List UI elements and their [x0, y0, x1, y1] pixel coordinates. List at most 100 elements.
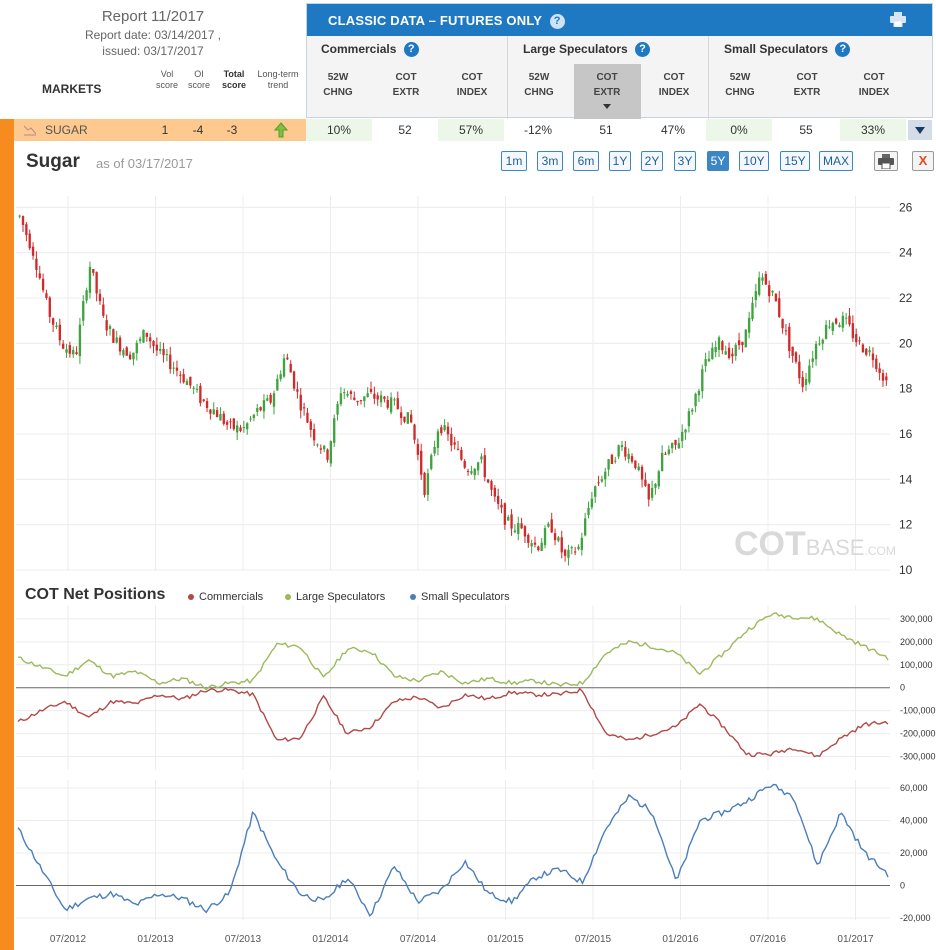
candle-body — [493, 487, 496, 497]
expand-row-button[interactable] — [908, 120, 932, 140]
help-icon[interactable]: ? — [549, 14, 565, 30]
vol-score-header-line1: Vol — [160, 69, 174, 79]
candle-body — [828, 326, 831, 328]
print-chart-button[interactable] — [874, 151, 898, 171]
candle-body — [399, 412, 403, 419]
col-head-line2: INDEX — [658, 87, 690, 98]
candle-body — [155, 344, 159, 351]
candle-body — [262, 400, 266, 412]
candle-body — [165, 354, 169, 356]
candle-body — [456, 448, 460, 450]
y-tick-label: 12 — [899, 518, 913, 532]
candle-body — [878, 368, 881, 374]
candle-body — [466, 470, 470, 472]
help-icon[interactable]: ? — [835, 42, 851, 58]
candle-body — [771, 290, 774, 293]
legend-large-speculators[interactable]: Large Speculators — [285, 591, 385, 603]
y-tick-label: 24 — [899, 246, 913, 260]
oi-score-header-line2: score — [187, 80, 210, 90]
candle-body — [416, 444, 420, 455]
comm-52w-chng-header[interactable]: 52W CHNG — [305, 70, 371, 100]
classic-data-title: CLASSIC DATA – FUTURES ONLY ? — [328, 13, 565, 30]
commercials-group-label: Commercials — [321, 42, 397, 56]
watermark: COTBASE.COM — [734, 525, 896, 563]
range-10y-button[interactable]: 10Y — [739, 151, 769, 171]
print-icon[interactable] — [890, 12, 906, 27]
candle-body — [316, 444, 319, 446]
legend-large-speculators-marker — [285, 594, 291, 601]
large-cot-index-cell: 47% — [660, 123, 686, 137]
trend-header[interactable]: Long-term trend — [252, 69, 304, 91]
help-icon[interactable]: ? — [635, 42, 651, 58]
candle-body — [45, 293, 48, 298]
candle-body — [88, 266, 92, 293]
large-52w-chng-header[interactable]: 52W CHNG — [506, 70, 572, 100]
y-tick-label: 0 — [900, 881, 905, 891]
candle-body — [18, 215, 21, 217]
candle-body — [731, 353, 734, 357]
candle-body — [62, 343, 65, 349]
candle-body — [537, 546, 540, 551]
range-1m-button[interactable]: 1m — [501, 151, 527, 171]
candle-body — [711, 347, 714, 360]
legend-small-speculators[interactable]: Small Speculators — [410, 591, 510, 603]
legend-commercials[interactable]: Commercials — [188, 591, 263, 603]
candle-body — [312, 428, 316, 441]
candle-body — [219, 413, 222, 421]
small-lines — [17, 783, 889, 918]
range-2y-button[interactable]: 2Y — [641, 151, 663, 171]
close-chart-button[interactable]: X — [912, 151, 934, 171]
candle-body — [580, 537, 583, 550]
watermark-main: COT — [734, 525, 806, 563]
small-cot-index-header[interactable]: COT INDEX — [841, 70, 907, 100]
candle-body — [497, 495, 500, 504]
candle-body — [236, 425, 239, 433]
comm-52w-chng-cell: 10% — [306, 119, 372, 141]
small-cot-extr-header[interactable]: COT EXTR — [774, 70, 840, 100]
range-5y-button[interactable]: 5Y — [707, 151, 729, 171]
range-max-button[interactable]: MAX — [819, 151, 853, 171]
market-name[interactable]: SUGAR — [45, 123, 88, 137]
candle-body — [239, 427, 242, 432]
table-row[interactable]: SUGAR 1 -4 -3 10% 52 57% -12% 51 47% 0% … — [14, 119, 933, 141]
candle-body — [587, 507, 590, 516]
comm-cot-index-header[interactable]: COT INDEX — [439, 70, 505, 100]
y-tick-label: 10 — [899, 563, 913, 577]
small-52w-chng-header[interactable]: 52W CHNG — [707, 70, 773, 100]
comm-cot-extr-header[interactable]: COT EXTR — [373, 70, 439, 100]
candle-body — [225, 421, 229, 425]
candle-body — [503, 503, 507, 525]
range-1y-button[interactable]: 1Y — [609, 151, 631, 171]
vol-score-header[interactable]: Vol score — [154, 69, 180, 91]
total-score-header[interactable]: Total score — [218, 69, 250, 91]
candle-body — [373, 393, 376, 399]
candle-body — [58, 324, 61, 341]
candle-body — [520, 523, 523, 529]
large-cot-extr-header[interactable]: COT EXTR — [574, 70, 640, 100]
candle-body — [48, 297, 51, 317]
large-speculators-group-header: Large Speculators ? — [523, 42, 651, 58]
candle-body — [389, 397, 393, 413]
candle-body — [339, 393, 343, 405]
large-cot-index-header[interactable]: COT INDEX — [641, 70, 707, 100]
x-tick-label: 01/2016 — [662, 934, 699, 945]
legend-commercials-marker — [188, 594, 194, 601]
help-icon[interactable]: ? — [403, 42, 419, 58]
oi-score-header[interactable]: OI score — [186, 69, 212, 91]
market-cell[interactable]: SUGAR 1 -4 -3 — [14, 119, 306, 141]
range-15y-button[interactable]: 15Y — [780, 151, 810, 171]
candle-body — [430, 455, 433, 469]
candle-body — [543, 528, 547, 546]
y-tick-label: 18 — [899, 382, 913, 396]
candle-body — [640, 466, 644, 480]
candle-body — [363, 396, 366, 402]
candle-body — [674, 439, 677, 445]
candle-body — [824, 324, 828, 339]
range-3y-button[interactable]: 3Y — [674, 151, 696, 171]
markets-header[interactable]: MARKETS — [42, 82, 102, 96]
total-score-header-line2: score — [221, 80, 247, 90]
candle-body — [774, 293, 778, 302]
range-6m-button[interactable]: 6m — [573, 151, 599, 171]
range-3m-button[interactable]: 3m — [537, 151, 563, 171]
commercials-line — [17, 687, 889, 758]
